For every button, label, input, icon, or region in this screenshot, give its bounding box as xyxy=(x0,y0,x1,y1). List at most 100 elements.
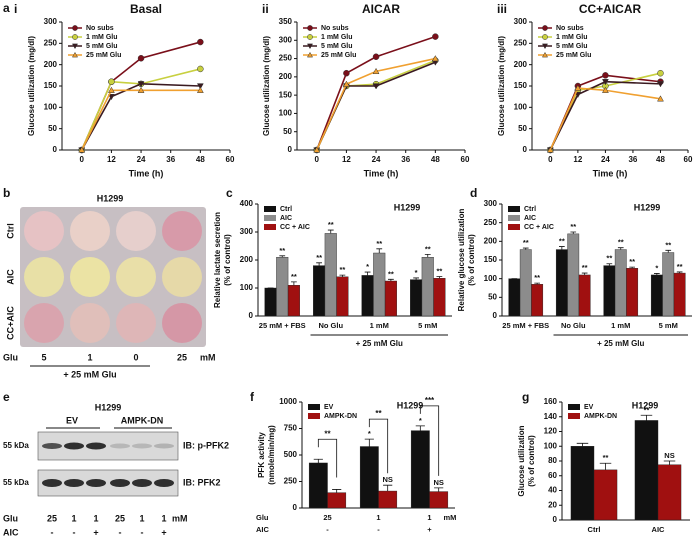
x-tick-label: 1 mM xyxy=(611,321,630,330)
x-tick-label: + xyxy=(427,525,432,534)
x-tick-label: 36 xyxy=(166,155,175,164)
panel-letter: e xyxy=(3,390,10,404)
marker xyxy=(542,34,548,40)
error-bar xyxy=(599,462,612,470)
x-tick-label: AIC xyxy=(652,525,666,534)
y-tick-label: 250 xyxy=(514,38,528,47)
x-axis-label: Time (h) xyxy=(593,168,628,178)
chart-title: Basal xyxy=(130,2,162,16)
marker xyxy=(306,51,314,58)
y-axis-label: Glucose utilization (mg/dl) xyxy=(262,36,271,136)
legend-label: EV xyxy=(584,404,594,411)
panel-letter: g xyxy=(522,390,529,404)
marker xyxy=(108,78,115,85)
x-tick-label: 1 xyxy=(427,513,431,522)
bar xyxy=(410,279,423,317)
error-bar xyxy=(522,247,529,250)
legend-label: AIC xyxy=(280,215,292,222)
error-bar xyxy=(576,442,589,447)
x-tick-label: - xyxy=(326,525,329,534)
significance: ** xyxy=(279,246,285,255)
panel-title: H1299 xyxy=(97,193,124,203)
legend-label: CC + AIC xyxy=(280,224,310,231)
y-tick-label: 100 xyxy=(514,102,528,111)
group-label: + 25 mM Glu xyxy=(356,339,403,348)
panel-letter: d xyxy=(470,186,477,200)
error-bar xyxy=(570,231,577,234)
legend-label: No subs xyxy=(556,25,584,32)
well xyxy=(116,303,156,343)
unit-label: mM xyxy=(200,352,216,362)
significance: ** xyxy=(376,239,382,248)
x-tick-label: 0 xyxy=(548,155,553,164)
legend-label: 25 mM Glu xyxy=(86,52,121,59)
y-tick-label: 0 xyxy=(249,311,254,320)
row-label: Glu xyxy=(256,513,269,522)
bar xyxy=(308,462,328,509)
y-tick-label: 200 xyxy=(514,60,528,69)
legend-label: CC + AIC xyxy=(524,224,554,231)
band xyxy=(64,442,84,450)
y-tick-label: 140 xyxy=(544,412,558,421)
bands xyxy=(42,442,174,450)
y-tick-label: 150 xyxy=(44,81,58,90)
y-tick-label: 100 xyxy=(544,441,558,450)
lane-label: - xyxy=(119,527,122,537)
marker xyxy=(372,53,380,60)
significance: NS xyxy=(382,475,392,484)
y-tick-label: 300 xyxy=(240,227,254,236)
y-tick-label: 750 xyxy=(284,424,298,433)
y-tick-label: 0 xyxy=(493,311,498,320)
error-bar xyxy=(316,262,323,266)
column-label: 1 xyxy=(87,352,92,362)
significance: ** xyxy=(534,273,540,282)
legend-label: 25 mM Glu xyxy=(321,52,356,59)
y-tick-label: 80 xyxy=(548,456,557,465)
significance: ** xyxy=(665,240,671,249)
x-axis-label: Time (h) xyxy=(129,168,164,178)
marker xyxy=(343,69,350,77)
legend-swatch xyxy=(568,413,580,419)
bar xyxy=(593,469,618,521)
error-bar xyxy=(629,266,635,269)
legend-swatch xyxy=(508,206,520,212)
band xyxy=(132,479,152,487)
well xyxy=(70,211,110,251)
bar xyxy=(614,249,627,317)
bar xyxy=(336,276,349,317)
panel-letter: a xyxy=(3,1,10,15)
marker xyxy=(657,81,664,88)
marker xyxy=(601,79,609,86)
significance: ** xyxy=(436,267,442,276)
y-axis-label: PFK activity xyxy=(257,432,266,478)
x-tick-label: 60 xyxy=(461,155,470,164)
y-axis-label: (nmole/min/mg) xyxy=(267,425,276,485)
significance: ** xyxy=(316,253,322,262)
y-tick-label: 150 xyxy=(279,90,293,99)
y-tick-label: 300 xyxy=(484,199,498,208)
significance: ** xyxy=(677,262,683,271)
x-tick-label: 12 xyxy=(573,155,582,164)
bar xyxy=(508,278,521,317)
marker xyxy=(342,80,350,87)
legend-label: 5 mM Glu xyxy=(86,43,118,50)
well xyxy=(116,257,156,297)
well xyxy=(24,211,64,251)
y-axis-label: (% of control) xyxy=(527,435,536,487)
x-tick-label: 36 xyxy=(401,155,410,164)
significance: ** xyxy=(388,269,394,278)
y-tick-label: 0 xyxy=(293,503,298,512)
legend-label: 1 mM Glu xyxy=(556,34,588,41)
error-bar xyxy=(654,273,660,275)
x-tick-label: No Glu xyxy=(318,321,343,330)
well xyxy=(116,211,156,251)
comparison-bracket xyxy=(419,405,440,476)
comparison-label: ** xyxy=(324,429,331,438)
y-axis-label: Glucose utilization xyxy=(517,425,526,496)
y-axis-label: Relative lactate secretion xyxy=(213,212,222,308)
chart-title: H1299 xyxy=(634,202,661,212)
significance: * xyxy=(415,268,418,277)
significance: ** xyxy=(291,272,297,281)
y-tick-label: 200 xyxy=(44,60,58,69)
band xyxy=(86,442,106,450)
